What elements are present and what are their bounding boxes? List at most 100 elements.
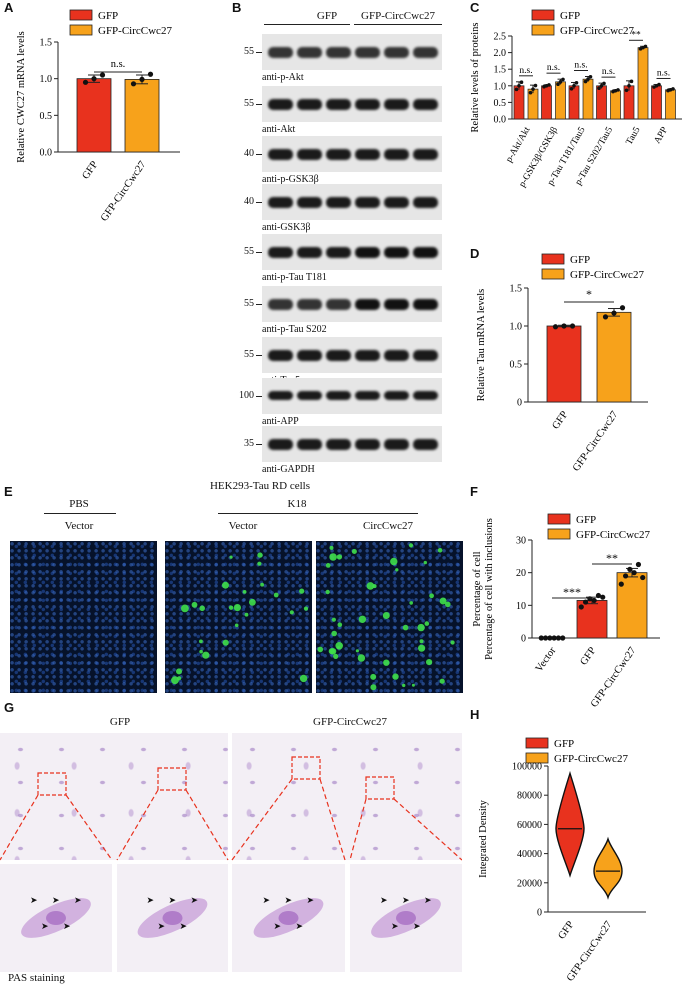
blot-band: [326, 299, 351, 310]
data-point: [569, 86, 574, 91]
gfp-inclusion: [402, 624, 409, 631]
panel-label-a: A: [4, 0, 14, 15]
blot-mw-tick: [256, 154, 262, 155]
gfp-inclusion: [222, 639, 229, 646]
gfp-inclusion: [437, 548, 443, 553]
gfp-inclusion: [402, 683, 406, 688]
gfp-inclusion: [409, 601, 413, 605]
data-point: [139, 76, 145, 82]
gfp-inclusion: [242, 590, 247, 594]
panel-label-c: C: [470, 0, 480, 15]
blot-band: [326, 247, 351, 258]
bar: [541, 85, 552, 120]
gfp-inclusion: [228, 605, 234, 610]
zoom-line: [231, 778, 293, 861]
blot-band: [384, 149, 409, 160]
data-point: [561, 323, 567, 329]
g-caption: PAS staining: [8, 972, 65, 984]
blot-group-line: [354, 24, 442, 25]
pas-arrow: ➤: [63, 921, 71, 931]
y-tick-label: 60000: [517, 820, 542, 831]
x-tick-label: Tau5: [625, 125, 643, 147]
data-point: [627, 84, 631, 88]
legend-swatch: [541, 268, 565, 280]
blot-antibody-label: anti-GAPDH: [262, 464, 315, 475]
blot-band: [355, 149, 380, 160]
data-point: [643, 44, 648, 49]
data-point: [558, 80, 563, 84]
e-group-k18: K18: [287, 498, 307, 510]
gfp-inclusion: [408, 543, 414, 548]
blot-mw-tick: [256, 396, 262, 397]
data-point: [591, 597, 597, 604]
blot-band: [268, 439, 293, 450]
y-tick-label: 1.5: [510, 284, 523, 295]
gfp-inclusion: [411, 683, 415, 687]
sig-label: n.s.: [602, 67, 615, 77]
data-point: [574, 81, 579, 85]
blot-band: [297, 47, 322, 58]
gfp-inclusion: [423, 560, 427, 565]
x-tick-label: GFP-CircCwc27: [571, 409, 621, 473]
data-point: [586, 77, 590, 81]
gfp-inclusion: [229, 555, 233, 559]
y-tick-label: 100000: [512, 762, 542, 773]
blot-strip: [262, 426, 442, 462]
pas-arrow: ➤: [147, 895, 155, 905]
pas-arrow: ➤: [30, 895, 38, 905]
gfp-inclusion: [383, 659, 390, 666]
gfp-inclusion: [222, 581, 229, 589]
e-group-line: [218, 513, 418, 514]
data-point: [611, 310, 617, 316]
blot-mw-tick: [256, 52, 262, 53]
data-point: [624, 88, 629, 93]
data-point: [555, 635, 562, 641]
gfp-inclusion: [357, 654, 366, 662]
blot-band: [326, 350, 351, 361]
sig-label: **: [631, 30, 641, 40]
zoom-box: [157, 767, 187, 791]
gfp-inclusion: [249, 598, 256, 606]
gfp-inclusion: [336, 646, 340, 649]
y-tick-label: 1.0: [494, 81, 507, 92]
gfp-inclusion: [426, 659, 433, 666]
x-tick-label: GFP-CircCwc27: [589, 645, 639, 709]
blot-strip: [262, 337, 442, 373]
blot-mw-tick: [256, 355, 262, 356]
gfp-inclusion: [331, 617, 336, 622]
pas-arrow: ➤: [402, 895, 410, 905]
legend-swatch: [531, 24, 555, 36]
blot-band: [268, 299, 293, 310]
pas-arrow: ➤: [274, 921, 282, 931]
blot-mw-marker: 55: [244, 46, 254, 57]
blot-mw-marker: 40: [244, 148, 254, 159]
pas-arrow: ➤: [413, 921, 421, 931]
blot-band: [297, 197, 322, 208]
data-point: [82, 79, 89, 85]
pas-nucleus: [396, 911, 416, 925]
blot-band: [384, 99, 409, 110]
data-point: [671, 87, 675, 91]
blot-antibody-label: anti-p-Tau T181: [262, 272, 327, 283]
y-tick-label: 20000: [517, 878, 542, 889]
blot-band: [268, 47, 293, 58]
pas-arrow: ➤: [380, 895, 388, 905]
gfp-inclusion: [382, 612, 390, 619]
violin: [593, 836, 623, 900]
bar: [546, 325, 582, 403]
data-point: [517, 84, 521, 88]
x-tick-label: p-Akt/Akt: [504, 125, 532, 164]
y-tick-label: 0.0: [494, 115, 507, 126]
zoom-box: [37, 772, 67, 796]
y-tick-label: 0: [537, 908, 542, 919]
y-tick-label: 0: [517, 398, 522, 409]
bar: [610, 90, 621, 120]
gfp-inclusion: [395, 568, 399, 572]
blot-band: [413, 99, 438, 110]
gfp-inclusion: [328, 648, 335, 655]
y-tick-label: 30: [516, 536, 526, 547]
gfp-inclusion: [419, 639, 424, 644]
micrograph-k18-circcwc27: [316, 541, 463, 693]
data-point: [618, 581, 624, 587]
